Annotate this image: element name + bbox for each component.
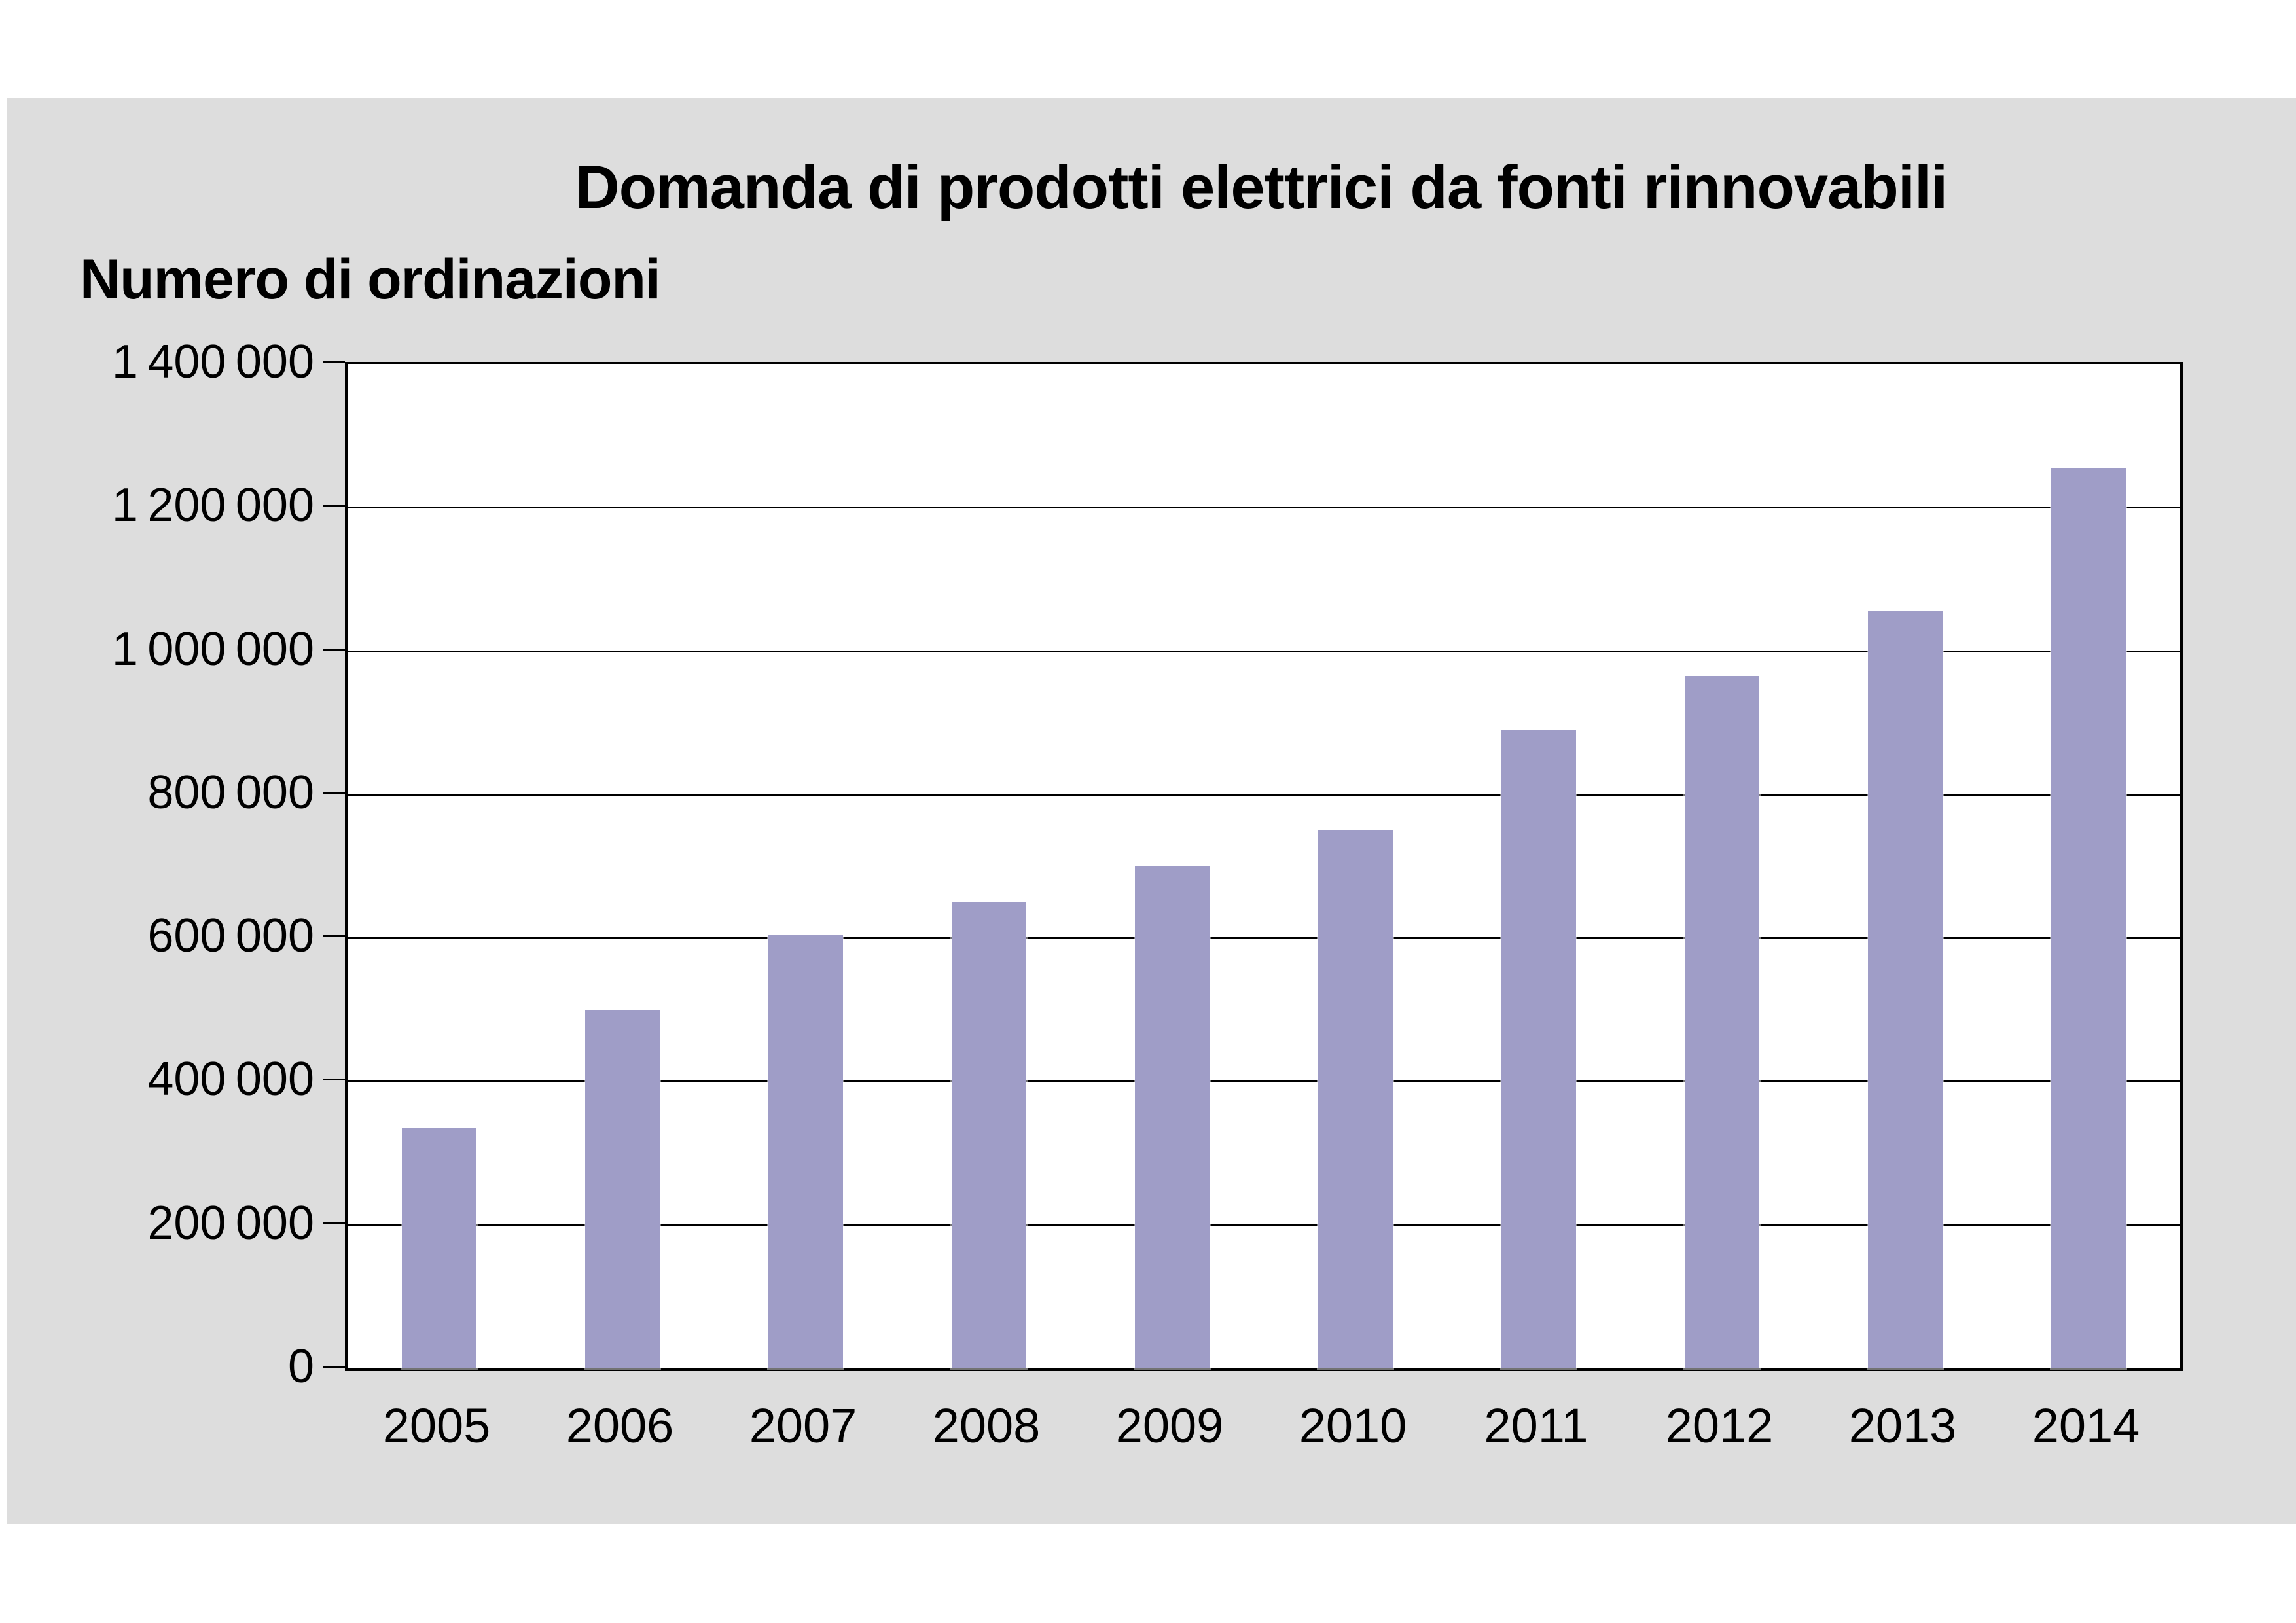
x-tick-label-2008: 2008 (932, 1399, 1041, 1453)
bar-2014 (2050, 467, 2127, 1370)
bar-2012 (1683, 675, 1761, 1370)
gridline (348, 937, 2180, 939)
x-tick-label-2009: 2009 (1115, 1399, 1224, 1453)
y-axis-tick (323, 935, 345, 937)
y-tick-label: 600 000 (147, 910, 314, 962)
gridline (348, 1224, 2180, 1226)
x-tick-label-2012: 2012 (1665, 1399, 1774, 1453)
y-axis-title: Numero di ordinazioni (80, 248, 661, 311)
x-tick-label-2014: 2014 (2032, 1399, 2140, 1453)
x-tick-label-2007: 2007 (749, 1399, 857, 1453)
gridline (348, 1080, 2180, 1082)
y-tick-label: 400 000 (147, 1053, 314, 1105)
plot-area (345, 362, 2183, 1371)
y-axis-tick (323, 1366, 345, 1368)
bar-2013 (1867, 610, 1944, 1370)
gridline (348, 651, 2180, 652)
y-tick-label: 1 400 000 (111, 336, 314, 388)
x-tick-label-2013: 2013 (1848, 1399, 1957, 1453)
bar-2011 (1500, 728, 1577, 1370)
y-tick-label: 1 000 000 (111, 623, 314, 675)
x-tick-label-2010: 2010 (1299, 1399, 1407, 1453)
y-tick-label: 800 000 (147, 766, 314, 819)
bar-2007 (767, 933, 844, 1370)
y-axis-tick (323, 1079, 345, 1080)
y-axis-tick (323, 361, 345, 363)
chart-title: Domanda di prodotti elettrici da fonti r… (575, 152, 1948, 221)
x-tick-label-2006: 2006 (565, 1399, 674, 1453)
y-axis-tick (323, 649, 345, 651)
y-axis-tick (323, 1222, 345, 1224)
y-axis-tick (323, 792, 345, 794)
x-tick-label-2005: 2005 (382, 1399, 491, 1453)
bar-2005 (401, 1127, 478, 1370)
bar-2009 (1134, 865, 1211, 1370)
gridline (348, 507, 2180, 508)
bar-2008 (950, 901, 1028, 1370)
y-tick-label: 0 (287, 1340, 314, 1393)
y-tick-label: 1 200 000 (111, 479, 314, 531)
x-tick-label-2011: 2011 (1484, 1399, 1588, 1453)
y-axis-tick (323, 505, 345, 507)
bar-2006 (584, 1008, 661, 1370)
gridline (348, 794, 2180, 796)
bar-2010 (1317, 829, 1394, 1370)
y-tick-label: 200 000 (147, 1197, 314, 1249)
